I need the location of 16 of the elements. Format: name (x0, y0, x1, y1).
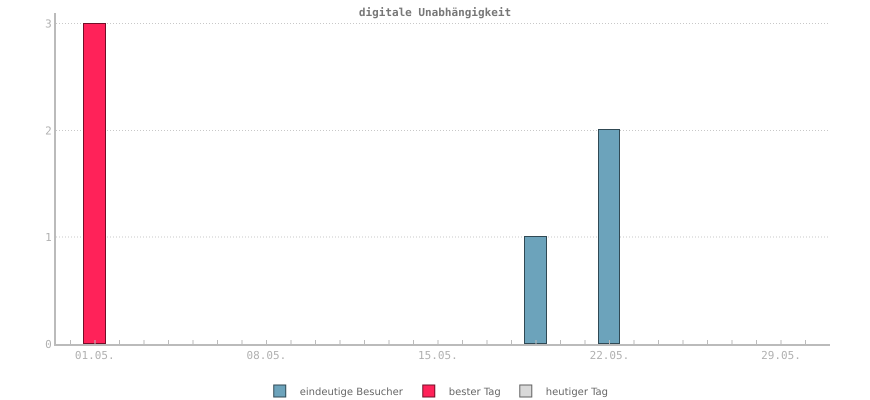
legend-label: eindeutige Besucher (300, 386, 404, 398)
bar (524, 236, 547, 344)
y-tick-label: 0 (45, 338, 52, 351)
y-tick-label: 3 (45, 18, 52, 31)
y-tick-label: 1 (45, 231, 52, 244)
chart-title: digitale Unabhängigkeit (358, 6, 512, 19)
bar (598, 129, 620, 344)
bar (83, 23, 106, 344)
x-tick-label: 29.05. (761, 349, 801, 362)
y-tick-label: 2 (45, 124, 52, 138)
x-tick-label: 22.05. (590, 349, 630, 362)
x-tick-label: 08.05. (246, 349, 286, 362)
legend-label: heutiger Tag (546, 386, 608, 398)
x-tick-label: 15.05. (418, 349, 458, 362)
x-tick-label: 01.05. (74, 349, 115, 362)
legend-label: bester Tag (448, 386, 501, 398)
